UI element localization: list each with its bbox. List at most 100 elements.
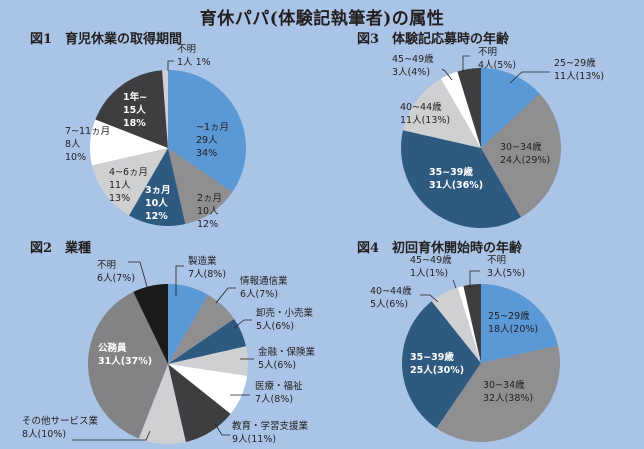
- fig3-title: 図3 体験記応募時の年齢: [357, 32, 510, 47]
- fig3-label-1-line-0: 30~34歳: [500, 141, 542, 153]
- fig3-label-5-line-0: 不明: [478, 47, 497, 58]
- fig4-slice-0: [481, 284, 559, 363]
- fig3-slice-3: [403, 78, 481, 148]
- fig1-title: 図1 育児休業の取得期間: [30, 32, 183, 47]
- fig4-label-1-line-1: 32人(38%): [483, 393, 533, 404]
- fig1-slice-4: [90, 119, 168, 166]
- fig3-label-3-line-1: 11人(13%): [400, 115, 450, 126]
- fig2-slice-3: [168, 346, 249, 376]
- page-title: 育休パパ(体験記執筆者)の属性: [199, 9, 445, 29]
- fig1-label-2-line-0: 3ヵ月: [145, 185, 171, 196]
- fig2-label-6-line-1: 8人(10%): [22, 429, 66, 440]
- fig3-leader-line-5: [462, 55, 470, 72]
- fig4-leader-line-5: [469, 270, 480, 287]
- fig4-label-0-line-1: 18人(20%): [488, 324, 538, 335]
- fig3-label-0-line-0: 25~29歳: [554, 57, 596, 69]
- fig1-label-0-line-1: 29人: [196, 135, 218, 146]
- fig2-label-6-line-0: その他サービス業: [22, 415, 99, 427]
- fig3-label-1-line-1: 24人(29%): [500, 155, 550, 166]
- fig4-slice-3: [431, 287, 481, 363]
- fig2-label-8-line-0: 不明: [97, 260, 116, 271]
- fig1-label-1-line-0: 2ヵ月: [197, 193, 222, 204]
- fig2-label-3-line-0: 金融・保険業: [258, 346, 316, 358]
- fig4-label-0-line-0: 25~29歳: [488, 310, 530, 322]
- pie-chart-fig4: 25~29歳 18人(20%) 30~34歳 32人(38%) 35~39歳25人(30…: [370, 254, 560, 442]
- fig2-leader-line-8: [128, 261, 149, 291]
- fig2-label-2-line-1: 5人(6%): [256, 321, 294, 332]
- fig1-label-0-line-0: ~1ヵ月: [196, 122, 229, 133]
- pie-chart-fig2: 製造業 7人(8%) 情報通信業 6人(7%) 卸売・小売業 5人(6%) 金融・保険業 5人…: [22, 255, 316, 445]
- fig4-label-5-line-0: 不明: [487, 255, 506, 266]
- fig4-title: 図4 初回育休開始時の年齢: [357, 241, 523, 256]
- fig1-label-3-line-0: 4~6ヵ月: [109, 167, 148, 178]
- fig2-label-0-line-0: 製造業: [188, 255, 217, 267]
- fig2-label-5-line-0: 教育・学習支援業: [232, 420, 309, 432]
- fig3-leader-line-4: [441, 68, 453, 81]
- fig3-label-3-line-0: 40~44歳: [400, 101, 442, 113]
- fig1-label-0-line-2: 34%: [196, 148, 217, 159]
- fig2-slice-6: [138, 364, 186, 444]
- fig4-label-3-line-1: 5人(6%): [370, 299, 408, 310]
- fig2-label-4-line-1: 7人(8%): [255, 394, 293, 405]
- fig2-leader-line-5: [214, 423, 230, 436]
- fig1-label-6-line-0: 不明: [177, 44, 196, 55]
- fig4-label-3-line-0: 40~44歳: [370, 285, 412, 297]
- fig3-label-2-line-0: 35~39歳: [429, 166, 473, 178]
- fig2-label-1-line-0: 情報通信業: [240, 275, 288, 287]
- fig2-leader-line-2: [233, 319, 252, 329]
- fig2-label-8-line-1: 6人(7%): [97, 273, 135, 284]
- fig2-label-4-line-0: 医療・福祉: [255, 380, 303, 392]
- fig2-label-7-line-1: 31人(37%): [98, 355, 152, 367]
- fig2-label-3-line-1: 5人(6%): [258, 360, 296, 371]
- fig2-slice-7: [87, 291, 168, 439]
- fig2-label-7-line-0: 公務員: [98, 342, 127, 354]
- fig1-slice-0: [168, 70, 247, 192]
- fig3-label-4-line-0: 45~49歳: [392, 53, 434, 65]
- fig1-label-6-line-1: 1人 1%: [177, 57, 211, 68]
- fig3-slice-1: [481, 93, 561, 218]
- fig2-label-2-line-0: 卸売・小売業: [256, 307, 314, 319]
- fig4-label-4-line-1: 1人(1%): [410, 268, 448, 279]
- fig4-slice-2: [402, 301, 481, 429]
- fig2-slice-5: [168, 364, 231, 442]
- fig2-label-5-line-1: 9人(11%): [232, 434, 276, 445]
- fig1-slice-3: [91, 148, 168, 216]
- fig4-slice-4: [457, 285, 481, 363]
- fig4-label-4-line-0: 45~49歳: [410, 254, 452, 266]
- fig4-slice-5: [463, 284, 481, 363]
- fig1-label-5-line-2: 18%: [123, 118, 146, 129]
- fig1-label-5-line-0: 1年~: [123, 91, 147, 103]
- fig3-label-2-line-1: 31人(36%): [429, 179, 483, 191]
- fig1-label-4-line-2: 10%: [65, 152, 86, 163]
- fig3-label-5-line-1: 4人(5%): [478, 60, 516, 71]
- fig1-label-4-line-0: 7~11ヵ月: [65, 126, 110, 137]
- fig3-label-4-line-1: 3人(4%): [392, 67, 430, 78]
- fig4-label-2-line-1: 25人(30%): [410, 364, 464, 376]
- fig1-label-2-line-1: 10人: [145, 197, 168, 209]
- pie-chart-fig1: ~1ヵ月29人34%2ヵ月10人12%3ヵ月10人12%4~6ヵ月11人13%7…: [65, 44, 247, 230]
- fig2-leader-line-0: [175, 265, 184, 296]
- fig1-label-5-line-1: 15人: [123, 104, 146, 116]
- fig4-leader-line-3: [420, 294, 439, 303]
- fig3-label-0-line-1: 11人(13%): [554, 71, 604, 82]
- fig4-leader-line-4: [452, 279, 457, 289]
- pie-chart-fig3: 25~29歳 11人(13%) 30~34歳 24人(29%) 35~39歳31人(36…: [392, 47, 604, 228]
- fig2-leader-line-6: [72, 430, 151, 441]
- fig4-slice-1: [436, 345, 560, 442]
- fig3-leader-line-0: [509, 71, 550, 84]
- fig3-slice-2: [401, 130, 521, 228]
- fig1-leader-line-6: [167, 60, 174, 71]
- fig1-label-3-line-1: 11人: [109, 180, 131, 191]
- fig1-label-4-line-1: 8人: [65, 139, 81, 150]
- fig2-slice-0: [168, 284, 208, 364]
- fig1-slice-6: [162, 70, 168, 148]
- fig1-label-2-line-2: 12%: [145, 211, 168, 222]
- fig1-slice-2: [129, 148, 186, 226]
- fig2-slice-2: [168, 318, 246, 364]
- fig2-leader-line-1: [215, 287, 236, 304]
- fig1-slice-1: [168, 148, 233, 225]
- fig3-slice-4: [441, 71, 481, 148]
- fig2-slice-1: [168, 294, 235, 364]
- fig1-label-1-line-2: 12%: [197, 219, 218, 230]
